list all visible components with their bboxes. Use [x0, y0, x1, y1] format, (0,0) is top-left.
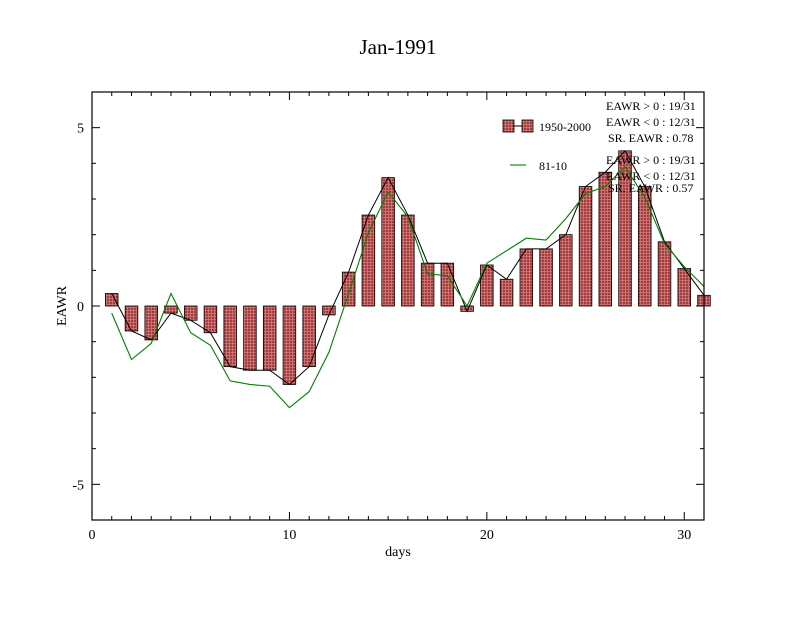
bar-day-28	[638, 186, 652, 307]
bar-day-2	[124, 305, 139, 332]
bar-day-7	[223, 305, 237, 368]
bar-day-3	[144, 305, 158, 341]
chart-title: Jan-1991	[360, 35, 437, 59]
y-axis-label: EAWR	[55, 285, 70, 326]
stats-block-1: EAWR > 0 : 19/31 EAWR < 0 : 12/31 SR. EA…	[606, 99, 696, 145]
bar-day-18	[440, 262, 455, 307]
bar-day-1	[105, 293, 119, 307]
stat2-success-rate: SR. EAWR : 0.57	[608, 181, 693, 195]
ticks-layer: 0 10 20 30 -5 0 5	[72, 91, 705, 543]
legend: 1950-2000 81-10	[502, 119, 591, 173]
bar-day-17	[420, 262, 435, 307]
bar-day-24	[559, 234, 573, 307]
legend-bars-swatch-right	[521, 119, 534, 133]
x-tick-label-20: 20	[480, 528, 494, 543]
stat2-positive-count: EAWR > 0 : 19/31	[606, 153, 696, 167]
bar-day-5	[183, 305, 198, 321]
x-tick-label-30: 30	[677, 528, 691, 543]
x-tick-label-0: 0	[89, 528, 96, 543]
bar-day-22	[519, 248, 534, 307]
bar-day-29	[657, 241, 672, 307]
series-line-1950-2000	[111, 150, 705, 386]
bar-day-9	[262, 305, 277, 371]
bar-day-11	[302, 305, 316, 368]
bar-day-10	[282, 305, 297, 385]
stat1-positive-count: EAWR > 0 : 19/31	[606, 99, 696, 113]
bar-day-23	[539, 248, 553, 307]
y-tick-label-5: 5	[77, 122, 84, 137]
legend-item-bars: 1950-2000	[502, 119, 591, 134]
bar-day-6	[203, 305, 218, 334]
stat1-success-rate: SR. EAWR : 0.78	[608, 131, 693, 145]
y-tick-label-0: 0	[77, 300, 84, 315]
legend-item-line: 81-10	[510, 159, 567, 173]
legend-line-label: 81-10	[539, 159, 567, 173]
stats-block-2: EAWR > 0 : 19/31 EAWR < 0 : 12/31 SR. EA…	[606, 153, 696, 195]
y-tick-label--5: -5	[72, 478, 84, 493]
bars-layer	[105, 150, 711, 385]
bar-day-13	[341, 271, 356, 307]
legend-bars-swatch-left	[502, 119, 515, 133]
bar-day-21	[499, 278, 514, 307]
lines-layer	[111, 150, 705, 409]
bar-day-8	[243, 305, 257, 371]
bar-day-20	[480, 264, 494, 307]
series-line-81-10	[111, 166, 705, 409]
legend-bars-label: 1950-2000	[539, 120, 591, 134]
x-tick-label-10: 10	[282, 528, 296, 543]
stat1-negative-count: EAWR < 0 : 12/31	[606, 115, 696, 129]
bar-day-25	[578, 186, 593, 307]
stat2-negative-count: EAWR < 0 : 12/31	[606, 169, 696, 183]
x-axis-label: days	[385, 545, 411, 560]
bar-day-4	[164, 305, 178, 314]
bar-day-12	[322, 305, 336, 316]
